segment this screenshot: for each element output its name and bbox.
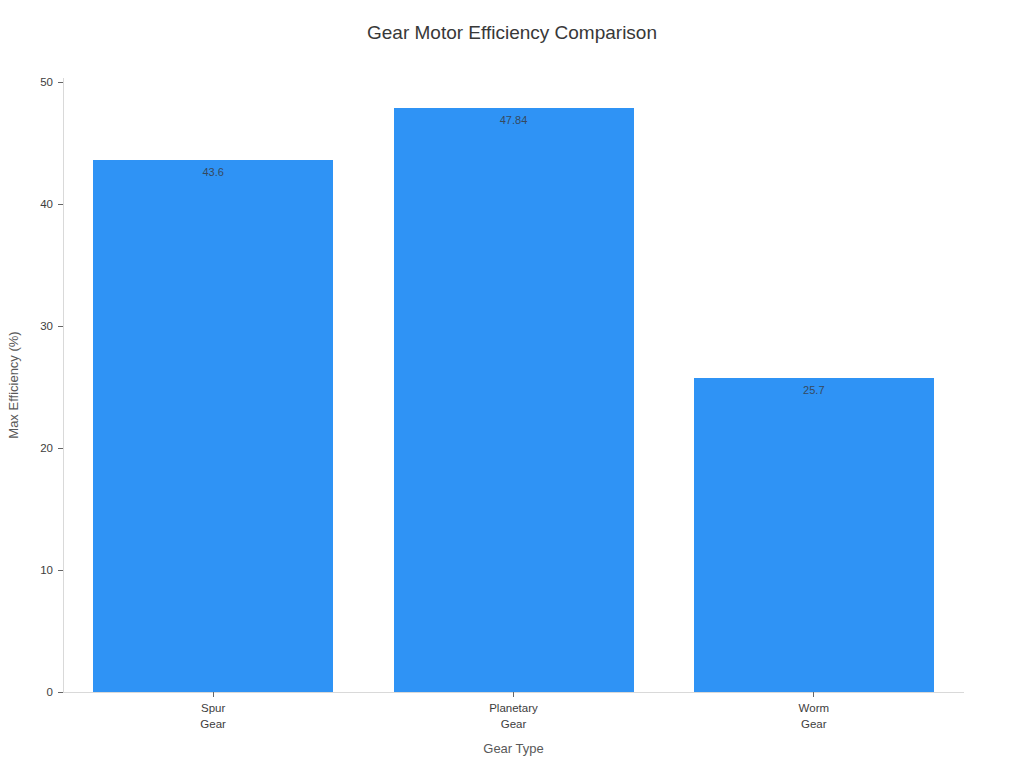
chart-title: Gear Motor Efficiency Comparison xyxy=(0,22,1024,44)
y-tick-mark xyxy=(58,82,63,83)
bar[interactable]: 43.6 xyxy=(93,160,333,692)
x-category-label: Spur Gear xyxy=(123,700,303,732)
bar-value-label: 47.84 xyxy=(394,114,634,126)
x-category-label: Worm Gear xyxy=(724,700,904,732)
y-tick-mark xyxy=(58,570,63,571)
y-axis-line xyxy=(63,78,64,692)
y-tick-label: 20 xyxy=(5,441,53,455)
x-tick-mark xyxy=(813,692,814,697)
x-tick-mark xyxy=(513,692,514,697)
x-category-label: Planetary Gear xyxy=(424,700,604,732)
y-tick-mark xyxy=(58,692,63,693)
bar-value-label: 43.6 xyxy=(93,166,333,178)
y-tick-label: 30 xyxy=(5,319,53,333)
bar-value-label: 25.7 xyxy=(694,384,934,396)
y-tick-label: 10 xyxy=(5,563,53,577)
bar[interactable]: 25.7 xyxy=(694,378,934,692)
y-tick-mark xyxy=(58,204,63,205)
y-tick-label: 50 xyxy=(5,75,53,89)
y-axis-title: Max Efficiency (%) xyxy=(4,235,24,535)
chart-figure: Gear Motor Efficiency Comparison Max Eff… xyxy=(0,0,1024,768)
x-axis-title: Gear Type xyxy=(63,741,964,756)
y-tick-mark xyxy=(58,448,63,449)
x-tick-mark xyxy=(213,692,214,697)
y-tick-label: 40 xyxy=(5,197,53,211)
bar[interactable]: 47.84 xyxy=(394,108,634,692)
plot-area: 0102030405043.6Spur Gear47.84Planetary G… xyxy=(63,78,964,692)
y-tick-label: 0 xyxy=(5,685,53,699)
y-tick-mark xyxy=(58,326,63,327)
